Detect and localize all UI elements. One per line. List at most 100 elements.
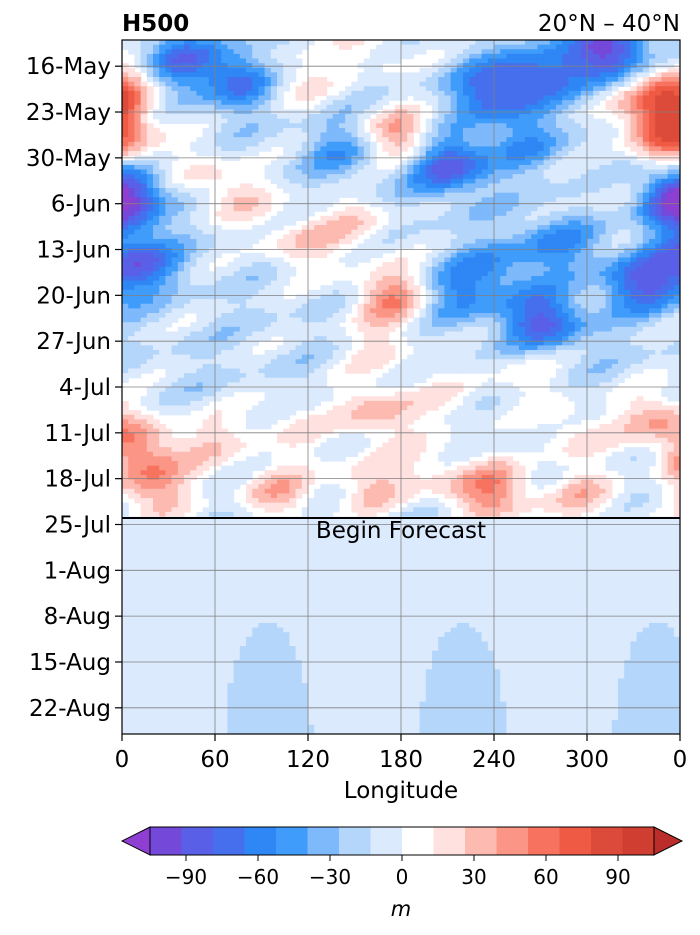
- contour-cell: [153, 285, 160, 291]
- contour-cell: [301, 326, 309, 333]
- contour-cell: [642, 225, 650, 231]
- contour-cell: [277, 257, 284, 263]
- contour-cell: [270, 58, 278, 64]
- contour-cell: [351, 95, 359, 101]
- contour-cell: [667, 49, 675, 55]
- contour-cell: [233, 146, 241, 152]
- contour-cell: [549, 146, 557, 152]
- contour-cell: [587, 100, 594, 106]
- contour-cell: [314, 90, 321, 97]
- contour-cell: [463, 266, 470, 272]
- contour-cell: [537, 252, 545, 259]
- contour-cell: [184, 243, 191, 249]
- contour-cell: [388, 322, 396, 328]
- contour-cell: [314, 197, 321, 203]
- contour-cell: [518, 229, 526, 235]
- contour-cell: [376, 53, 383, 60]
- contour-cell: [351, 225, 359, 231]
- contour-cell: [562, 72, 569, 78]
- contour-cell: [556, 229, 563, 235]
- contour-cell: [177, 192, 185, 198]
- contour-cell: [673, 178, 680, 185]
- contour-cell: [475, 183, 483, 189]
- contour-cell: [450, 114, 458, 120]
- contour-cell: [425, 95, 433, 101]
- contour-cell: [227, 90, 235, 97]
- contour-cell: [301, 137, 309, 143]
- contour-cell: [444, 289, 452, 296]
- contour-cell: [599, 127, 607, 134]
- contour-cell: [568, 100, 576, 106]
- contour-cell: [556, 225, 563, 231]
- contour-cell: [122, 67, 129, 73]
- contour-cell: [177, 211, 185, 217]
- contour-cell: [252, 294, 259, 300]
- contour-cell: [580, 174, 588, 180]
- contour-cell: [655, 114, 662, 120]
- contour-cell: [171, 303, 179, 309]
- contour-cell: [413, 238, 421, 245]
- contour-cell: [239, 137, 247, 143]
- contour-cell: [413, 164, 421, 171]
- contour-cell: [525, 132, 532, 138]
- contour-cell: [134, 229, 142, 235]
- contour-cell: [661, 169, 669, 175]
- contour-cell: [506, 178, 514, 185]
- contour-cell: [673, 285, 680, 291]
- contour-cell: [382, 183, 390, 189]
- contour-cell: [332, 169, 340, 175]
- contour-cell: [432, 104, 439, 110]
- contour-cell: [481, 266, 489, 272]
- contour-cell: [475, 141, 483, 148]
- contour-cell: [264, 132, 272, 138]
- contour-cell: [233, 67, 241, 73]
- contour-cell: [146, 141, 154, 148]
- contour-cell: [153, 160, 160, 166]
- contour-cell: [345, 303, 352, 309]
- contour-cell: [357, 220, 365, 226]
- contour-cell: [512, 104, 520, 110]
- contour-cell: [456, 90, 464, 97]
- contour-cell: [450, 285, 458, 291]
- contour-cell: [277, 81, 284, 87]
- contour-cell: [518, 77, 526, 83]
- contour-cell: [345, 146, 352, 152]
- contour-cell: [382, 303, 390, 309]
- contour-cell: [190, 49, 197, 55]
- contour-cell: [636, 262, 644, 268]
- contour-cell: [122, 164, 129, 171]
- contour-cell: [407, 164, 414, 171]
- contour-cell: [270, 322, 278, 328]
- contour-cell: [655, 174, 662, 180]
- contour-cell: [425, 206, 433, 212]
- contour-cell: [543, 271, 551, 277]
- contour-cell: [184, 252, 191, 259]
- contour-cell: [258, 104, 266, 110]
- contour-cell: [215, 127, 222, 134]
- contour-cell: [425, 225, 433, 231]
- contour-cell: [537, 294, 545, 300]
- contour-cell: [295, 322, 303, 328]
- contour-cell: [463, 141, 470, 148]
- contour-cell: [568, 155, 576, 161]
- contour-cell: [518, 137, 526, 143]
- contour-cell: [500, 299, 507, 305]
- contour-cell: [270, 312, 278, 319]
- contour-cell: [357, 197, 365, 203]
- contour-cell: [618, 155, 625, 161]
- contour-cell: [661, 211, 669, 217]
- contour-cell: [636, 178, 644, 185]
- contour-cell: [264, 271, 272, 277]
- contour-cell: [450, 67, 458, 73]
- contour-cell: [444, 132, 452, 138]
- contour-cell: [177, 100, 185, 106]
- contour-cell: [494, 104, 501, 110]
- contour-cell: [258, 229, 266, 235]
- contour-cell: [283, 234, 290, 240]
- contour-cell: [165, 201, 173, 208]
- contour-cell: [518, 294, 526, 300]
- contour-cell: [165, 229, 173, 235]
- contour-cell: [425, 299, 433, 305]
- contour-cell: [543, 220, 551, 226]
- contour-cell: [500, 40, 507, 46]
